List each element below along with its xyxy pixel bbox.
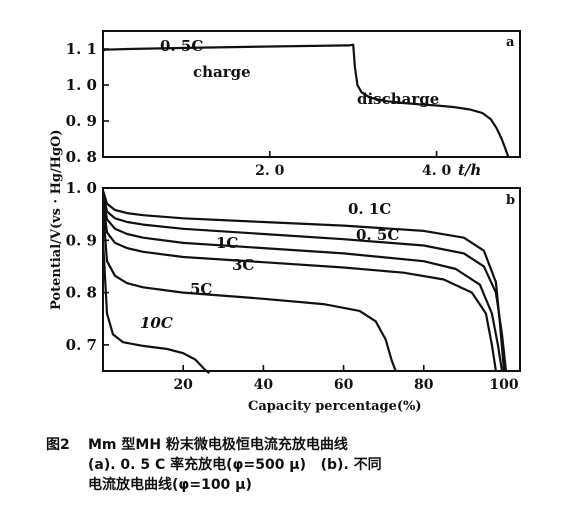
caption-line-3: 电流放电曲线(φ=100 μ): [88, 477, 252, 493]
panel-b-curve-0-5c: [101, 192, 508, 372]
panel-b-x-axis-label: Capacity percentage(%): [248, 399, 422, 414]
panel-a-y-tick-label: 0. 8: [66, 148, 97, 166]
annotation-discharge: discharge: [357, 90, 439, 108]
panel-b-frame: [102, 187, 521, 372]
panel-b-x-tick-label: 60: [334, 377, 354, 393]
panel-a-x-axis-label: t/h: [458, 161, 481, 179]
panel-b-curve-5c: [101, 208, 397, 372]
panel-b-y-tick-label: 0. 9: [66, 231, 97, 249]
panel-b-curves: [101, 190, 508, 374]
panel-b-curve-1c: [101, 195, 504, 372]
panel-b-ticks: 0. 7 0. 8 0. 9 1. 0 20 40 60 80 100: [66, 179, 519, 393]
panel-b-y-tick-label: 0. 7: [66, 336, 97, 354]
panel-a-x-tick-label: 2. 0: [255, 163, 284, 179]
panel-a-y-tick-label: 0. 9: [66, 112, 97, 130]
panel-b-curve-10c: [101, 240, 210, 374]
panel-b-series-labels: 0. 1C 0. 5C 1C 3C 5C 10C: [140, 200, 399, 332]
panel-a-curve-0-5c: [102, 43, 510, 158]
annotation-charge: charge: [193, 63, 251, 81]
panel-a-y-tick-label: 1. 0: [66, 76, 97, 94]
caption-line-2: (a). 0. 5 C 率充放电(φ=500 μ) (b). 不同: [88, 457, 382, 473]
panel-b-x-tick-label: 40: [254, 377, 274, 393]
panel-b-series-label-5c: 5C: [190, 280, 212, 298]
panel-b-x-tick-label: 80: [414, 377, 434, 393]
panel-a-curves: [102, 43, 510, 158]
panel-a-letter: a: [506, 35, 515, 50]
panel-b-y-tick-label: 1. 0: [66, 179, 97, 197]
y-axis-label: Potential/V(vs · Hg/HgO): [49, 129, 64, 310]
panel-b-series-label-3c: 3C: [232, 256, 254, 274]
panel-a-ticks: 0. 8 0. 9 1. 0 1. 1 2. 0 4. 0: [66, 40, 452, 179]
panel-a-frame: [102, 30, 521, 158]
panel-b-letter: b: [506, 193, 515, 208]
panel-a-x-tick-label: 4. 0: [422, 163, 451, 179]
annotation-rate-label: 0. 5C: [160, 37, 203, 55]
panel-b-x-tick-label: 100: [489, 377, 518, 393]
panel-a: a 0. 80. 91. 01. 12. 0 4. 0 0. 5C charge …: [66, 30, 521, 179]
caption-line-1: Mm 型MH 粉末微电极恒电流充放电曲线: [88, 437, 348, 453]
panel-b-x-tick-label: 20: [173, 377, 193, 393]
panel-b-y-tick-label: 0. 8: [66, 284, 97, 302]
panel-a-y-tick-label: 1. 1: [66, 40, 97, 58]
panel-b-series-label-1c: 1C: [216, 234, 238, 252]
panel-b-curve-3c: [101, 200, 497, 372]
figure: a 0. 80. 91. 01. 12. 0 4. 0 0. 5C charge …: [49, 30, 521, 414]
panel-b-series-label-0-5c: 0. 5C: [356, 226, 399, 244]
panel-b-series-label-10c: 10C: [140, 314, 173, 332]
panel-b: b 0. 7 0. 8 0. 9 1. 0 20 40 60 80 100 0. 1C 0. 5C…: [66, 179, 521, 414]
panel-b-curve-0-1c: [101, 190, 506, 372]
panel-b-series-label-0-1c: 0. 1C: [348, 200, 391, 218]
caption-figure-number: 图2: [46, 437, 70, 453]
